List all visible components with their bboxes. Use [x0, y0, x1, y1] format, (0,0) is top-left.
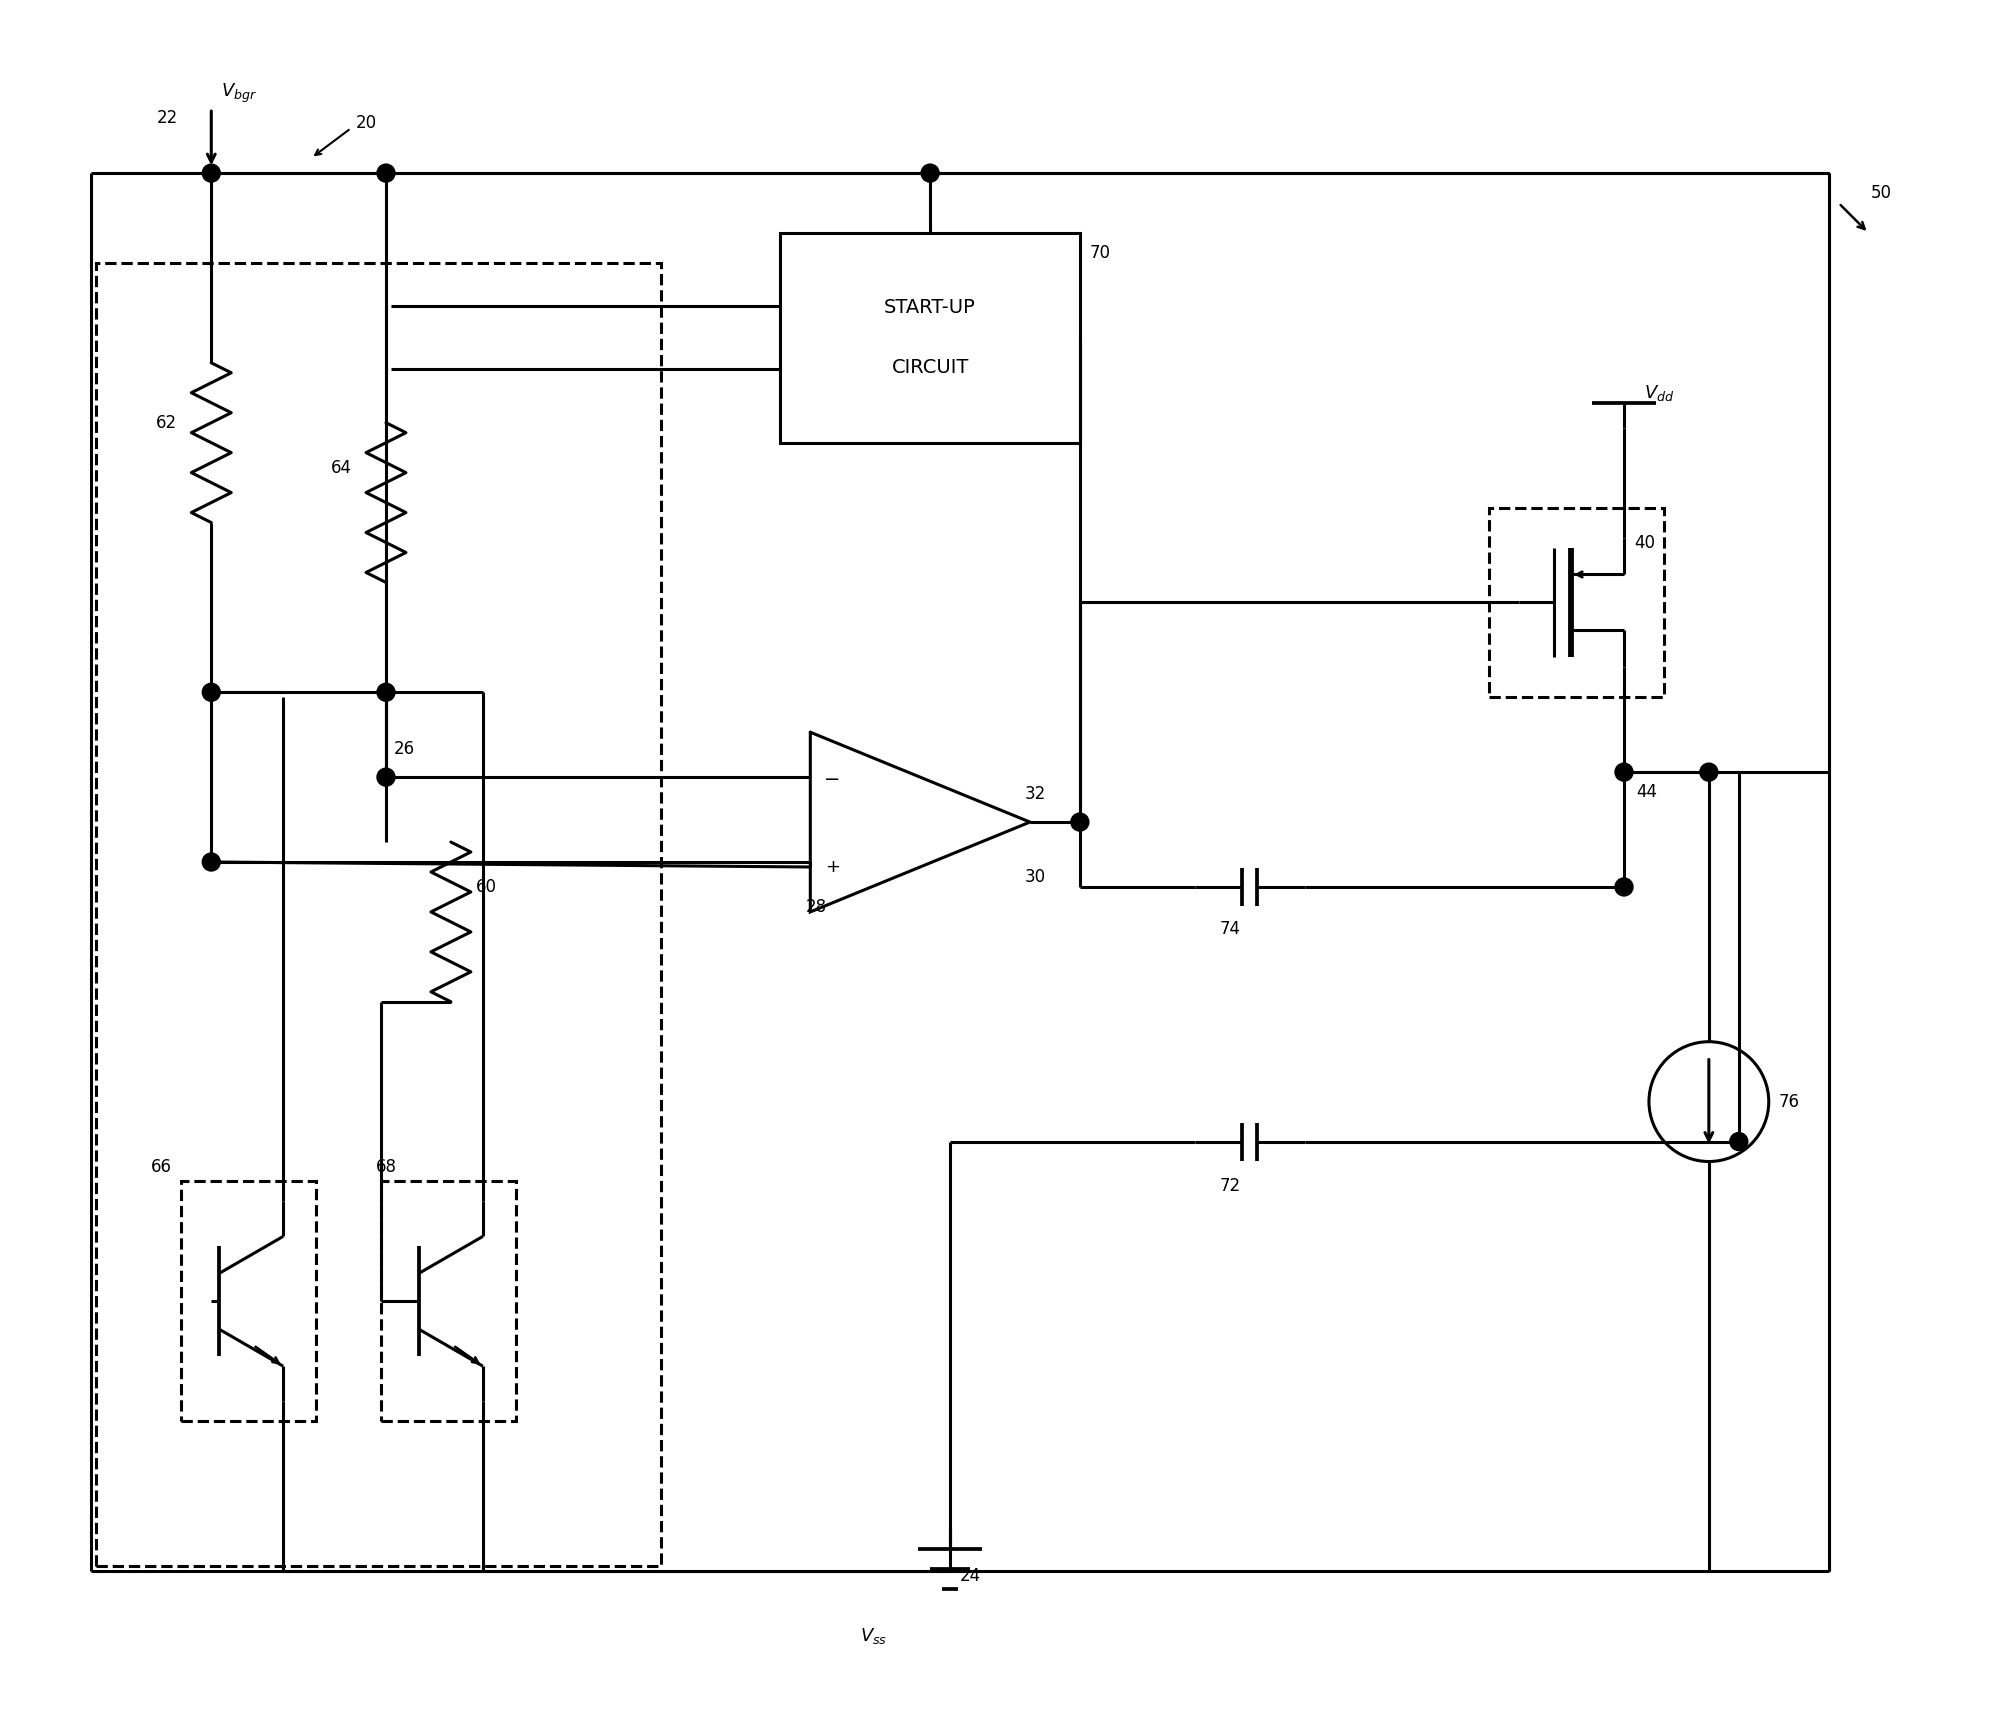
Text: 44: 44: [1637, 784, 1657, 801]
Bar: [380, 1181, 516, 1421]
Circle shape: [376, 684, 394, 701]
Text: 28: 28: [804, 897, 826, 916]
Text: CIRCUIT: CIRCUIT: [890, 358, 968, 377]
Text: 32: 32: [1025, 785, 1047, 802]
Text: −: −: [824, 770, 840, 789]
Circle shape: [1615, 878, 1633, 895]
Text: 50: 50: [1871, 184, 1891, 201]
Text: 68: 68: [376, 1157, 396, 1176]
Text: 66: 66: [152, 1157, 172, 1176]
Bar: [780, 232, 1081, 443]
Text: 64: 64: [330, 458, 352, 477]
Circle shape: [1071, 813, 1089, 832]
Text: 30: 30: [1025, 868, 1047, 887]
Circle shape: [1729, 1133, 1747, 1150]
Text: 62: 62: [156, 413, 178, 432]
Text: $V_{ss}$: $V_{ss}$: [860, 1626, 886, 1646]
Text: 60: 60: [476, 878, 496, 895]
Circle shape: [202, 852, 220, 871]
Text: 72: 72: [1221, 1178, 1241, 1195]
Text: START-UP: START-UP: [884, 298, 976, 317]
Text: 74: 74: [1221, 920, 1241, 938]
Bar: [182, 1181, 316, 1421]
Text: 26: 26: [394, 740, 414, 758]
Text: $V_{dd}$: $V_{dd}$: [1645, 382, 1675, 403]
Text: 70: 70: [1091, 245, 1111, 262]
Circle shape: [202, 684, 220, 701]
Text: 76: 76: [1779, 1093, 1799, 1111]
Circle shape: [376, 768, 394, 787]
Text: 22: 22: [156, 108, 178, 127]
Text: 40: 40: [1635, 534, 1655, 551]
Bar: [1489, 508, 1665, 697]
Text: $V_{bgr}$: $V_{bgr}$: [222, 81, 258, 105]
Circle shape: [920, 164, 938, 183]
Text: 20: 20: [356, 114, 376, 133]
Text: 24: 24: [960, 1567, 980, 1584]
Circle shape: [202, 164, 220, 183]
Text: +: +: [824, 858, 840, 876]
Bar: [96, 263, 660, 1565]
Circle shape: [376, 164, 394, 183]
Circle shape: [1615, 763, 1633, 782]
Circle shape: [1701, 763, 1717, 782]
